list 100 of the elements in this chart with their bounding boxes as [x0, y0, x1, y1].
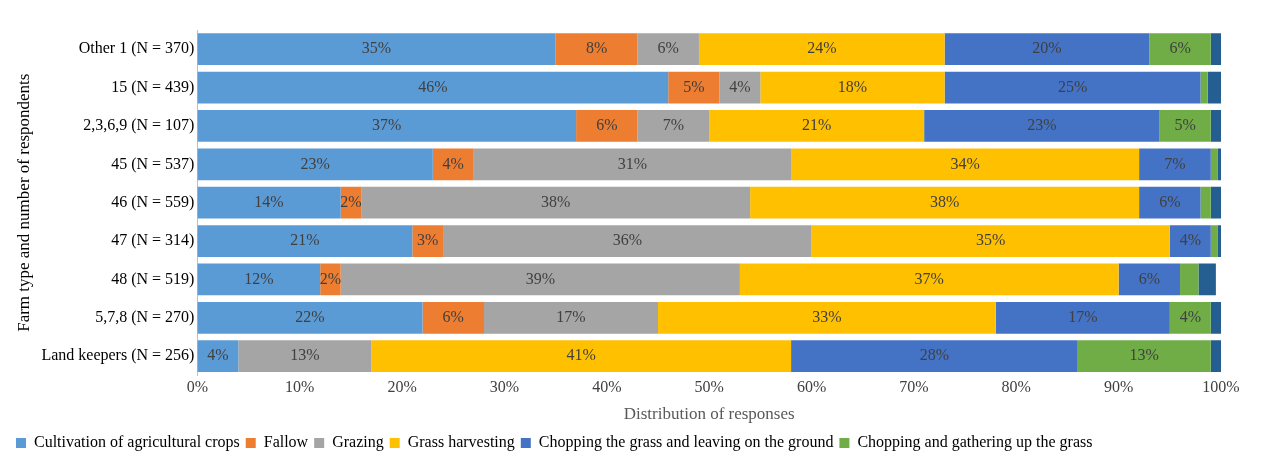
data-label: 21%	[290, 231, 320, 249]
legend-label: Cultivation of agricultural crops	[34, 433, 240, 452]
bar	[791, 340, 1078, 373]
bar	[1200, 71, 1208, 104]
data-label: 7%	[662, 116, 685, 134]
data-label: 4%	[1179, 308, 1201, 326]
y-tick-label: 45 (N = 537)	[111, 154, 195, 173]
bar	[924, 110, 1160, 142]
bar	[1210, 225, 1218, 257]
bar	[637, 110, 710, 142]
data-label: 6%	[596, 116, 618, 134]
data-label: 38%	[929, 192, 960, 210]
bar	[483, 301, 658, 334]
bar	[760, 71, 945, 104]
bar	[371, 340, 792, 373]
x-tick-label: 50%	[694, 378, 724, 396]
bar	[791, 148, 1140, 181]
data-label: 8%	[585, 39, 608, 57]
x-tick-label: 30%	[489, 378, 520, 396]
bar	[698, 33, 945, 66]
data-label: 33%	[812, 308, 842, 326]
bar	[238, 340, 372, 373]
bar	[197, 71, 669, 104]
legend-label: Chopping the grass and leaving on the ground	[538, 433, 834, 452]
bar	[1139, 186, 1201, 219]
bar	[422, 301, 484, 334]
bar	[658, 301, 996, 334]
x-axis-title: Distribution of responses	[623, 404, 795, 424]
bar	[1118, 263, 1181, 296]
data-label: 17%	[1068, 308, 1098, 326]
bar	[1217, 225, 1221, 257]
data-label: 41%	[566, 346, 596, 364]
bar	[555, 33, 638, 66]
data-label: 4%	[729, 77, 751, 95]
data-label: 14%	[254, 192, 284, 210]
x-tick-label: 0%	[186, 378, 209, 396]
bar	[1210, 148, 1218, 181]
data-label: 35%	[361, 39, 392, 57]
y-tick-label: 15 (N = 439)	[111, 77, 195, 96]
data-label: 5%	[1174, 116, 1196, 134]
bar	[1210, 301, 1221, 334]
legend-label: Chopping and gathering up the grass	[857, 433, 1093, 452]
bar	[473, 148, 792, 181]
x-tick-label: 40%	[592, 378, 622, 396]
data-label: 37%	[914, 269, 944, 287]
data-label: 35%	[976, 231, 1006, 249]
legend-label: Fallow	[263, 433, 309, 451]
data-label: 34%	[950, 154, 980, 172]
x-tick-label: 20%	[387, 378, 417, 396]
bar	[709, 110, 925, 142]
data-label: 12%	[244, 269, 274, 287]
data-label: 13%	[1129, 346, 1159, 364]
legend-label: Grazing	[332, 433, 384, 452]
bar	[944, 33, 1150, 66]
bar	[197, 148, 433, 181]
bar	[197, 301, 423, 334]
bar	[739, 263, 1119, 296]
bar	[576, 110, 638, 142]
data-label: 31%	[617, 154, 648, 172]
bar	[995, 301, 1170, 334]
x-tick-label: 90%	[1103, 378, 1134, 396]
bar	[197, 186, 341, 219]
data-label: 13%	[290, 346, 320, 364]
data-label: 36%	[612, 231, 642, 249]
bar	[637, 33, 699, 66]
data-label: 25%	[1057, 77, 1088, 95]
x-tick-label: 80%	[1001, 378, 1031, 396]
data-label: 6%	[1138, 269, 1161, 287]
bar	[1149, 33, 1211, 66]
data-label: 22%	[295, 308, 325, 326]
bar	[1159, 110, 1211, 142]
y-tick-label: 46 (N = 559)	[111, 192, 195, 211]
data-label: 4%	[207, 346, 229, 364]
y-tick-label: 2,3,6,9 (N = 107)	[83, 116, 195, 135]
data-label: 6%	[442, 308, 464, 326]
data-label: 4%	[442, 154, 464, 172]
data-label: 6%	[657, 39, 679, 57]
x-tick-label: 100%	[1202, 378, 1240, 396]
data-label: 18%	[837, 77, 868, 95]
bar	[944, 71, 1201, 104]
data-label: 7%	[1164, 154, 1186, 172]
data-label: 20%	[1032, 39, 1062, 57]
y-tick-label: Land keepers (N = 256)	[41, 346, 195, 365]
y-tick-label: 47 (N = 314)	[111, 231, 195, 250]
bar	[197, 110, 577, 142]
bar	[1077, 340, 1211, 373]
bar	[1207, 71, 1221, 104]
bar	[1217, 148, 1221, 181]
bar	[197, 263, 321, 296]
bar	[1200, 186, 1211, 219]
bar	[1169, 225, 1211, 257]
data-label: 2%	[340, 192, 362, 210]
data-label: 28%	[919, 346, 950, 364]
bar	[1210, 110, 1221, 142]
bar	[811, 225, 1170, 257]
data-label: 6%	[1169, 39, 1191, 57]
bar	[197, 33, 556, 66]
x-tick-label: 60%	[796, 378, 827, 396]
data-label: 17%	[556, 308, 586, 326]
bar	[750, 186, 1140, 219]
